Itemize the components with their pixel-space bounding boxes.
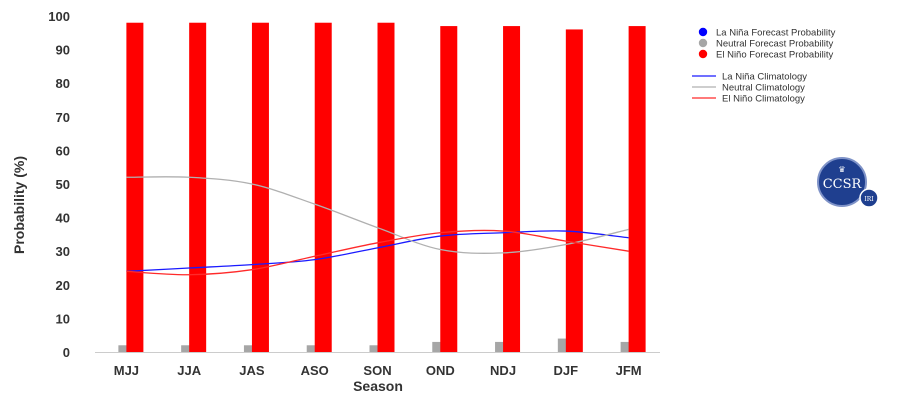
el-nino-forecast-probability-legend-marker [698,49,708,59]
x-tick-label: SON [363,363,391,378]
neutral-forecast-probability-bar [181,345,192,352]
neutral-forecast-probability-bar [495,341,506,352]
el-nino-climatology-line [126,229,629,276]
x-tick-label: JAS [239,363,265,378]
y-tick-label: 60 [56,143,70,158]
neutral-forecast-probability-bar [306,345,317,352]
x-tick-label: DJF [554,363,579,378]
y-tick-label: 70 [56,110,70,125]
neutral-forecast-probability-bar [557,338,568,352]
y-tick-label: 50 [56,177,70,192]
x-tick-label: OND [426,363,455,378]
y-tick-label: 40 [56,211,70,226]
x-tick-label: JFM [616,363,642,378]
legend-label: El Niño Climatology [722,94,805,105]
crown-icon: ♛ [838,165,845,174]
iri-logo-text: IRI [864,196,874,203]
neutral-forecast-probability-bar [118,345,129,352]
y-tick-label: 0 [63,345,70,360]
neutral-forecast-probability-legend-marker [698,38,708,48]
ccsr-logo: ♛ CCSR IRI [817,157,879,208]
la-nina-forecast-probability-legend-marker [698,27,708,37]
legend-label: Neutral Climatology [722,83,805,94]
climatology-lines [126,176,629,276]
y-tick-label: 80 [56,76,70,91]
la-nina-climatology-line [126,230,629,273]
el-nino-forecast-probability-bar [503,26,521,353]
legend-label: La Niña Forecast Probability [716,28,836,39]
neutral-forecast-probability-bar [620,341,631,352]
el-nino-forecast-probability-bar [314,22,332,352]
el-nino-forecast-probability-bar [189,22,207,352]
x-axis-ticks: MJJ JJA JAS ASO SON OND NDJ DJF JFM [114,363,642,378]
y-tick-label: 90 [56,43,70,58]
el-nino-forecast-probability-bar [377,22,395,352]
y-axis-ticks: 0 10 20 30 40 50 60 70 80 90 100 [48,9,70,360]
el-nino-forecast-probability-bar [440,26,458,353]
x-tick-label: JJA [177,363,201,378]
x-tick-label: NDJ [490,363,516,378]
y-axis-title: Probability (%) [11,156,27,254]
el-nino-forecast-probability-bar [628,26,646,353]
y-tick-label: 10 [56,311,70,326]
x-tick-label: MJJ [114,363,139,378]
legend-label: La Niña Climatology [722,72,807,83]
legend-label: Neutral Forecast Probability [716,39,833,50]
y-tick-label: 100 [48,9,70,24]
neutral-forecast-probability-bar [369,345,380,352]
el-nino-forecast-probability-bar [565,29,583,352]
neutral-climatology-line [126,176,629,254]
neutral-forecast-probability-bar [432,341,443,352]
y-tick-label: 20 [56,278,70,293]
bars [118,22,646,353]
el-nino-forecast-probability-bar [126,22,144,352]
ccsr-logo-text: CCSR [823,177,863,192]
el-nino-forecast-probability-bar [251,22,269,352]
x-axis-title: Season [353,378,403,394]
neutral-forecast-probability-bar [243,345,254,352]
x-tick-label: ASO [301,363,329,378]
y-tick-label: 30 [56,244,70,259]
legend-label: El Niño Forecast Probability [716,50,833,61]
